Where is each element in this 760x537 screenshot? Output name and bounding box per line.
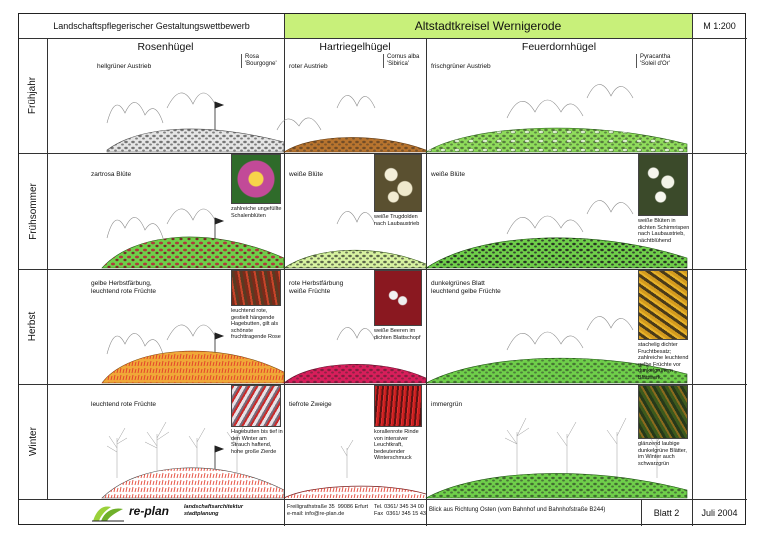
winter-cornus-label: tiefrote Zweige bbox=[289, 401, 332, 408]
plan-sheet: Landschaftspflegerischer Gestaltungswett… bbox=[18, 13, 747, 526]
row-divider bbox=[19, 153, 747, 154]
spring-cornus-label: roter Austrieb bbox=[289, 63, 328, 70]
re-plan-logo-icon bbox=[92, 506, 124, 522]
season-label-autumn: Herbst bbox=[27, 311, 39, 342]
sheet-number: Blatt 2 bbox=[653, 507, 680, 518]
row-divider bbox=[19, 269, 747, 270]
column-divider bbox=[426, 38, 427, 526]
species-cornus: Cornus alba 'Sibirica' bbox=[383, 54, 431, 68]
logo-text: re-plan bbox=[129, 504, 170, 518]
winter-rose-label: leuchtend rote Früchte bbox=[91, 401, 157, 408]
summer-pyracantha-note: weiße Blüten in dichten Schirmrispen nac… bbox=[638, 218, 690, 244]
column-heading-rose: Rosenhügel bbox=[137, 41, 194, 53]
column-heading-pyracantha: Feuerdornhügel bbox=[521, 41, 597, 53]
column-heading-cornus: Hartriegelhügel bbox=[319, 41, 391, 53]
pyracantha-fruit-photo bbox=[638, 270, 688, 340]
column-divider bbox=[692, 14, 693, 526]
summer-rose-label: zartrosa Blüte bbox=[91, 171, 132, 178]
season-divider bbox=[47, 38, 48, 499]
cornus-berry-photo bbox=[374, 270, 422, 326]
rose-blossom-photo bbox=[231, 154, 281, 204]
season-label-winter: Winter bbox=[27, 427, 39, 456]
page-title: Altstadtkreisel Wernigerode bbox=[284, 14, 692, 38]
office-phone: Tel. 0361/ 345 34 00 Fax 0361/ 345 15 43 bbox=[374, 504, 426, 517]
row-divider bbox=[19, 384, 747, 385]
rose-hip-photo bbox=[231, 270, 281, 306]
office-address: Freiligrathstraße 35 99086 Erfurt e-mail… bbox=[287, 504, 369, 517]
cornus-stem-photo bbox=[374, 385, 422, 427]
plan-date: Juli 2004 bbox=[701, 507, 738, 518]
competition-label: Landschaftspflegerischer Gestaltungswett… bbox=[53, 21, 250, 31]
species-pyracantha: Pyracantha 'Soleil d'Or' bbox=[636, 54, 696, 68]
season-label-early-summer: Frühsommer bbox=[27, 182, 39, 240]
rose-winter-photo bbox=[231, 385, 281, 427]
autumn-cornus-note: weiße Beeren im dichten Blattschopf bbox=[374, 328, 421, 341]
summer-rose-note: zahlreiche ungefüllte Schalenblüten bbox=[231, 206, 282, 219]
season-label-spring: Frühjahr bbox=[27, 76, 39, 115]
pyracantha-winter-photo bbox=[638, 385, 688, 439]
cornus-blossom-photo bbox=[374, 154, 422, 212]
winter-pyracantha-label: immergrün bbox=[431, 401, 463, 408]
winter-pyracantha-note: glänzend laubige dunkelgrüne Blätter, im… bbox=[638, 441, 687, 467]
scale-label: M 1:200 bbox=[703, 21, 736, 31]
winter-cornus-note: korallenrote Rinde von intensiver Leucht… bbox=[374, 429, 419, 461]
spring-pyracantha-label: frischgrüner Austrieb bbox=[431, 63, 491, 70]
winter-rose-note: Hagebutten bis tief in den Winter am Str… bbox=[231, 429, 283, 455]
spring-rose-label: hellgrüner Austrieb bbox=[97, 63, 152, 70]
footer-divider-v bbox=[641, 499, 642, 526]
hill-elevation-drawing bbox=[101, 84, 688, 499]
view-direction: Blick aus Richtung Osten (vom Bahnhof un… bbox=[429, 507, 606, 513]
autumn-cornus-label: rote Herbstfärbung weiße Früchte bbox=[289, 280, 344, 295]
column-divider bbox=[284, 14, 285, 526]
summer-pyracantha-label: weiße Blüte bbox=[431, 171, 465, 178]
autumn-rose-label: gelbe Herbstfärbung, leuchtend rote Früc… bbox=[91, 280, 157, 295]
autumn-pyracantha-label: dunkelgrünes Blatt leuchtend gelbe Früch… bbox=[431, 280, 501, 295]
pyracantha-blossom-photo bbox=[638, 154, 688, 216]
summer-cornus-note: weiße Trugdolden nach Laubaustrieb bbox=[374, 214, 420, 227]
header-divider bbox=[19, 38, 747, 39]
summer-cornus-label: weiße Blüte bbox=[289, 171, 323, 178]
autumn-pyracantha-note: stachelig dichter Fruchtbesatz; zahlreic… bbox=[638, 342, 689, 381]
logo-subtitle: landschaftsarchitektur stadtplanung bbox=[184, 504, 243, 517]
footer-divider bbox=[19, 499, 747, 500]
autumn-rose-note: leuchtend rote, gestielt hängende Hagebu… bbox=[231, 308, 281, 340]
species-rose: Rosa 'Bourgogne' bbox=[241, 54, 289, 68]
